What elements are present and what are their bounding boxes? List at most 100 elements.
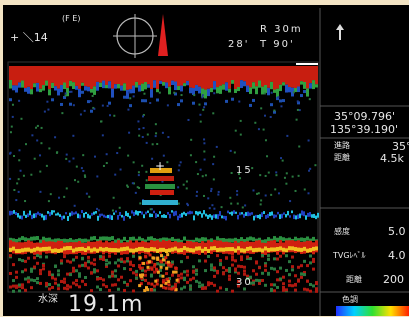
distance-label: 距離 (334, 154, 350, 162)
echo (151, 256, 154, 259)
echo (268, 172, 270, 174)
echo (61, 112, 63, 114)
echo (186, 274, 189, 277)
echo (142, 136, 144, 138)
echo (282, 282, 285, 285)
echo (210, 66, 213, 88)
echo (27, 276, 30, 279)
echo (87, 266, 90, 269)
echo (229, 212, 231, 214)
echo (135, 192, 137, 194)
echo (181, 94, 183, 96)
echo (102, 66, 105, 81)
echo (42, 247, 45, 251)
echo (138, 66, 141, 85)
echo (258, 248, 261, 252)
echo (89, 215, 91, 218)
echo (237, 87, 240, 91)
echo (96, 82, 99, 91)
echo (245, 212, 247, 216)
echo (213, 81, 216, 89)
echo (177, 103, 180, 106)
echo (132, 66, 135, 86)
echo (195, 161, 197, 163)
echo (276, 89, 279, 98)
echo (15, 199, 17, 201)
echo (263, 129, 265, 131)
echo (270, 66, 273, 82)
echo (306, 249, 309, 253)
echo (69, 273, 72, 276)
echo (168, 66, 171, 87)
echo (187, 119, 189, 121)
echo (240, 120, 242, 122)
echo (162, 82, 165, 86)
echo (99, 237, 102, 241)
echo (291, 268, 294, 271)
echo (93, 212, 95, 215)
echo (195, 273, 198, 276)
echo (75, 247, 78, 251)
echo (153, 271, 156, 274)
echo (69, 285, 72, 288)
echo (183, 184, 185, 186)
echo (105, 247, 108, 251)
echo (111, 271, 114, 274)
echo (72, 267, 75, 270)
echo (267, 258, 270, 261)
echo (9, 178, 11, 180)
echo (264, 85, 267, 93)
echo (202, 109, 204, 111)
echo (139, 202, 141, 204)
echo (159, 66, 162, 81)
echo (177, 242, 180, 254)
echo (37, 212, 39, 215)
echo (280, 157, 282, 159)
echo (117, 84, 120, 88)
echo (44, 111, 46, 113)
echo (25, 143, 27, 145)
echo (195, 280, 198, 283)
echo (219, 248, 222, 252)
echo (315, 246, 318, 250)
echo (15, 66, 18, 85)
echo (202, 175, 204, 177)
echo (287, 211, 289, 215)
echo (27, 87, 30, 94)
echo (119, 147, 121, 149)
echo (117, 248, 120, 252)
distance-value: 4.5k (380, 153, 404, 164)
echo (106, 153, 108, 155)
echo (309, 254, 312, 257)
echo (127, 213, 129, 217)
echo (195, 66, 198, 85)
echo (27, 248, 30, 252)
echo (51, 83, 54, 88)
echo (138, 264, 141, 267)
echo (132, 86, 135, 94)
echo (292, 176, 294, 178)
echo (315, 287, 318, 290)
echo (278, 192, 280, 194)
echo (177, 86, 180, 90)
echo (279, 66, 282, 85)
echo (216, 290, 219, 293)
echo (211, 215, 213, 219)
echo (33, 236, 36, 240)
echo (299, 214, 301, 219)
echo (152, 143, 154, 145)
echo (213, 178, 215, 180)
echo (312, 66, 315, 80)
echo (45, 238, 48, 242)
echo (204, 159, 206, 161)
echo (129, 268, 132, 271)
echo (132, 255, 135, 258)
echo (58, 197, 60, 199)
echo (30, 278, 33, 281)
echo (221, 215, 223, 218)
echo (306, 264, 309, 267)
echo (13, 210, 15, 214)
echo (153, 288, 156, 291)
echo (74, 205, 76, 207)
echo (204, 102, 207, 105)
